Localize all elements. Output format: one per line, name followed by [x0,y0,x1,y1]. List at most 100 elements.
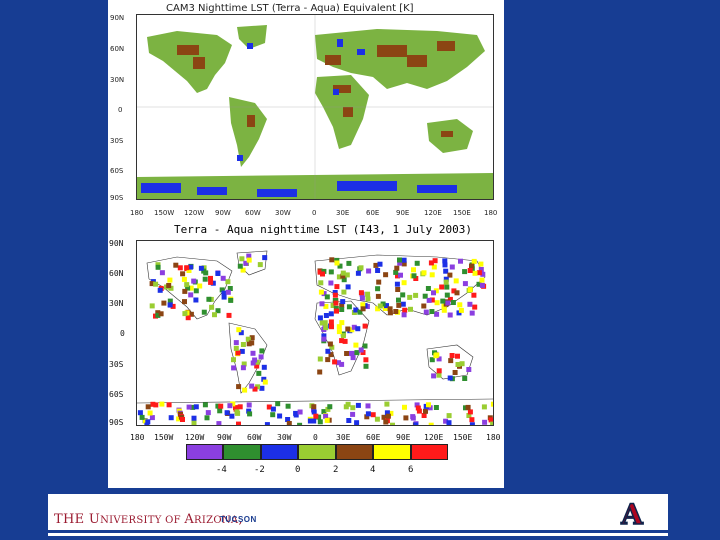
top-map-blue-patches [141,39,457,197]
top-map-panel: CAM3 Nighttime LST (Terra - Aqua) Equiva… [108,0,504,222]
speckle-cell [229,413,235,419]
speckle-cell [442,262,448,268]
speckle-cell [161,300,167,306]
speckle-cell [324,417,330,423]
speckle-cell [359,295,365,301]
speckle-cell [407,294,413,300]
lon-tick: 180 [130,433,145,442]
top-sa-land [229,97,267,167]
speckle-cell [360,302,366,308]
speckle-cell [209,304,215,310]
speckle-cell [321,333,327,339]
speckle-cell [334,308,339,314]
speckle-cell [431,264,437,270]
speckle-cell [241,361,247,367]
speckle-cell [458,258,463,264]
speckle-cell [180,417,185,422]
speckle-cell [346,418,352,423]
lon-tick: 120E [424,433,444,442]
lon-tick: 90W [215,209,231,217]
speckle-cell [185,315,191,321]
speckle-cell [449,264,455,270]
bottom-map-speckles [137,253,493,425]
uni-u: U [88,512,101,527]
speckle-cell [449,353,455,358]
uni-comma: , [238,512,243,527]
speckle-cell [346,260,352,266]
speckle-cell [329,324,334,330]
speckle-cell [387,310,393,316]
speckle-cell [340,270,346,276]
speckle-cell [193,404,199,410]
speckle-cell [238,330,244,336]
top-map [136,14,494,200]
speckle-cell [235,350,241,356]
speckle-cell [353,307,359,313]
lon-tick: 30W [277,433,292,442]
colorbar-swatch [336,444,373,460]
speckle-cell [384,401,390,407]
colorbar-label: 6 [408,465,414,475]
speckle-cell [254,359,260,365]
speckle-cell [316,414,322,420]
speckle-cell [355,270,361,276]
lon-tick: 0 [312,209,317,217]
speckle-cell [465,404,471,410]
speckle-cell [416,408,422,414]
speckle-cell [246,408,252,414]
top-na-land [147,31,232,93]
speckle-cell [429,357,435,363]
speckle-cell [482,419,488,425]
colorbar-label: -2 [254,465,265,475]
speckle-cell [332,292,338,298]
colorbar-swatch [298,444,336,460]
speckle-cell [401,257,407,263]
speckle-cell [429,272,435,278]
speckle-cell [440,298,446,304]
speckle-cell [327,341,333,347]
speckle-cell [375,293,381,299]
speckle-cell [328,280,334,286]
speckle-cell [447,375,453,381]
lat-tick: 90S [110,194,124,202]
lon-tick: 90W [217,433,232,442]
speckle-cell [328,319,334,325]
speckle-cell [318,280,324,286]
speckle-cell [182,299,187,305]
speckle-cell [421,270,427,276]
speckle-cell [231,365,237,371]
lon-tick: 120W [184,209,205,217]
speckle-cell [147,410,153,416]
speckle-cell [233,340,239,346]
speckle-cell [239,348,245,354]
speckle-cell [402,404,407,410]
speckle-cell [212,312,217,318]
lon-tick: 60E [366,433,381,442]
uni-rizona: RIZONA [194,515,239,526]
speckle-cell [401,261,407,267]
speckle-cell [286,421,292,425]
speckle-cell [434,352,440,358]
speckle-cell [250,350,256,356]
speckle-cell [451,288,457,294]
speckle-cell [321,291,327,297]
city-name: TUCSON [220,515,257,524]
speckle-cell [340,333,346,339]
speckle-cell [358,290,364,296]
speckle-cell [403,415,409,421]
speckle-cell [329,257,335,263]
speckle-cell [443,268,449,274]
uni-the: THE [54,512,89,527]
speckle-cell [225,289,231,295]
speckle-cell [204,415,210,421]
speckle-cell [387,306,393,312]
speckle-cell [423,408,428,414]
speckle-cell [149,281,155,287]
speckle-cell [469,417,475,423]
speckle-cell [353,342,359,348]
speckle-cell [243,260,249,266]
footer-rule [48,530,668,533]
speckle-cell [329,344,335,350]
speckle-cell [434,300,440,306]
speckle-cell [479,277,485,283]
